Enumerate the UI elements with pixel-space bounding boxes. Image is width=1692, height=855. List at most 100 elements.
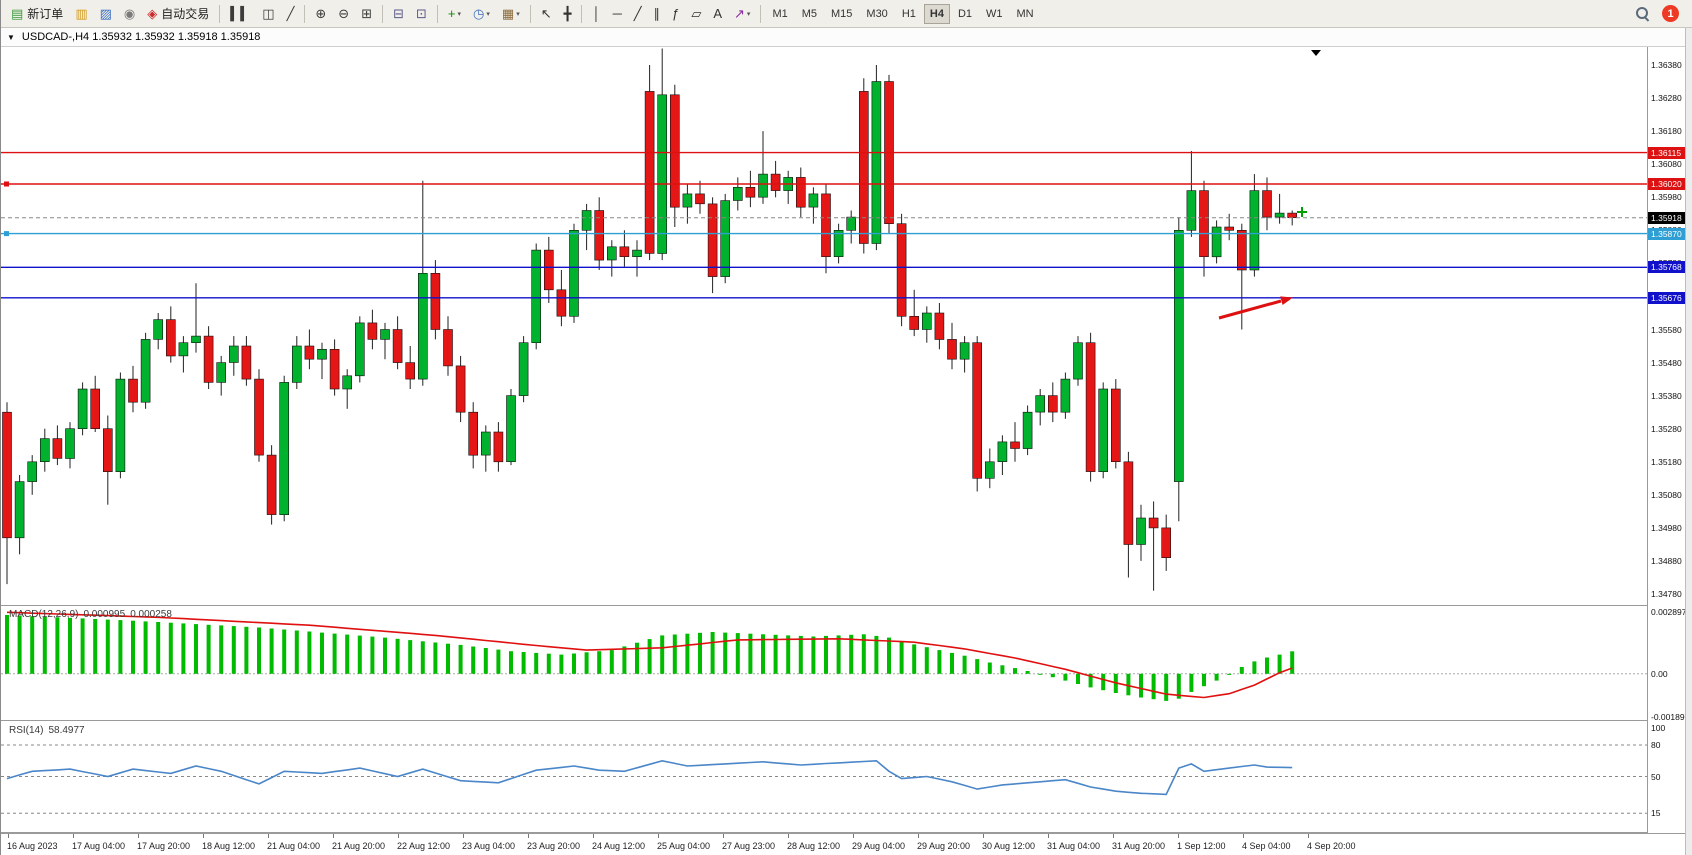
rsi-axis-label: 100 <box>1651 723 1666 733</box>
search-icon[interactable] <box>1635 6 1650 21</box>
arrows-tool-button[interactable]: ↗ ▾ <box>729 3 755 25</box>
timeframe-d1-button[interactable]: D1 <box>957 7 972 20</box>
cursor-button[interactable]: ↖ <box>536 3 557 25</box>
candle-up <box>417 273 428 380</box>
zoom-out-button[interactable]: ⊖ <box>333 3 354 25</box>
date-tick <box>593 834 594 838</box>
candle-up <box>632 249 642 258</box>
line-chart-icon: ╱ <box>286 6 295 21</box>
candle-down <box>795 177 806 208</box>
candle-up <box>720 200 731 277</box>
date-label: 23 Aug 20:00 <box>527 841 581 851</box>
vertical-line-button[interactable]: │ <box>587 3 605 25</box>
data-window-button[interactable]: ◉ <box>119 3 140 25</box>
date-label: 27 Aug 23:00 <box>722 841 776 851</box>
candle-down <box>329 348 340 390</box>
main-chart-canvas[interactable] <box>1 47 1647 605</box>
toolbar-separator <box>436 4 438 23</box>
panel-splitter[interactable] <box>1 832 1685 833</box>
timeframe-mn-button[interactable]: MN <box>1016 7 1034 20</box>
macd-value-main: 0.000995 <box>83 609 126 620</box>
date-tick <box>1048 834 1049 838</box>
y-axis-label: 1.35480 <box>1651 357 1682 368</box>
candle-up <box>1211 226 1222 258</box>
timeframe-w1-button[interactable]: W1 <box>986 7 1003 20</box>
shift-chart-button[interactable]: ⊡ <box>411 3 432 25</box>
line-chart-button[interactable]: ╱ <box>282 3 300 25</box>
chart-shift-marker[interactable] <box>1311 50 1321 56</box>
candle-down <box>367 322 378 340</box>
rsi-panel[interactable] <box>1 722 1647 832</box>
macd-panel[interactable] <box>1 606 1647 719</box>
timeframe-m15-button[interactable]: M15 <box>831 7 853 20</box>
new-order-icon: ▤ <box>11 6 24 21</box>
hline-resistance-lower[interactable] <box>1 181 1647 187</box>
candle-down <box>1085 342 1096 472</box>
chart-title-bar: ▼ USDCAD-,H4 1.35932 1.35932 1.35918 1.3… <box>1 28 1685 47</box>
arrange-windows-button[interactable]: ⊟ <box>388 3 409 25</box>
crosshair-button[interactable]: ╋ <box>559 3 577 25</box>
panel-splitter[interactable] <box>1 720 1685 721</box>
macd-histogram <box>5 615 1295 701</box>
date-label: 21 Aug 04:00 <box>267 841 321 851</box>
zoom-in-icon: ⊕ <box>315 6 327 21</box>
toolbar-separator <box>581 4 583 23</box>
date-label: 18 Aug 12:00 <box>202 841 256 851</box>
timeframe-h1-button[interactable]: H1 <box>901 7 916 20</box>
trendline-button[interactable]: ╱ <box>629 3 647 25</box>
candle-up <box>682 193 693 208</box>
price-tag-resistance-lower: 1.36020 <box>1648 178 1686 190</box>
candle-up <box>581 210 592 231</box>
indicators-add-button[interactable]: + ▾ <box>443 3 466 25</box>
date-tick <box>463 834 464 838</box>
chart-dropdown-button[interactable]: ▥ <box>70 3 92 25</box>
candle-down <box>972 342 983 479</box>
templates-button[interactable]: ▦ ▾ <box>497 3 525 25</box>
date-label: 31 Aug 20:00 <box>1112 841 1166 851</box>
horizontal-line-button[interactable]: ─ <box>608 3 627 25</box>
candle-up <box>531 249 542 344</box>
text-label-icon: A <box>713 6 723 21</box>
equidistant-channel-button[interactable]: ∥ <box>649 3 666 25</box>
candlestick-chart-icon: ◫ <box>262 6 275 21</box>
y-axis-label: 1.34780 <box>1651 589 1682 599</box>
date-tick <box>918 834 919 838</box>
new-order-button[interactable]: ▤ 新订单 <box>6 3 68 25</box>
tile-windows-button[interactable]: ⊞ <box>356 3 377 25</box>
y-axis-label: 1.35080 <box>1651 489 1682 500</box>
right-scrollbar[interactable] <box>1685 28 1692 855</box>
timeframe-m5-button[interactable]: M5 <box>801 7 817 20</box>
shapes-button[interactable]: ▱ <box>686 3 706 25</box>
candle-down <box>392 329 403 363</box>
hline-mid-support[interactable] <box>1 231 1647 237</box>
candle-up <box>997 441 1008 462</box>
text-label-button[interactable]: A <box>708 3 727 25</box>
bars-chart-button[interactable]: ▍▍ <box>225 3 255 25</box>
candle-up <box>846 216 857 231</box>
panel-splitter[interactable] <box>1 605 1685 606</box>
price-tag-support-upper: 1.35768 <box>1648 261 1686 274</box>
profiles-icon: ▨ <box>99 6 112 21</box>
shift-chart-icon: ⊡ <box>416 6 427 21</box>
toolbar-separator <box>760 4 762 23</box>
price-tag-resistance-upper: 1.36115 <box>1648 146 1686 159</box>
horizontal-line-icon: ─ <box>612 6 622 21</box>
chart-expand-icon[interactable]: ▼ <box>7 32 15 42</box>
autotrading-button[interactable]: ◈ 自动交易 <box>142 3 214 25</box>
timeframe-m1-button[interactable]: M1 <box>772 7 788 20</box>
price-tag-support-lower: 1.35676 <box>1648 291 1686 304</box>
candle-down <box>556 289 567 317</box>
main-chart-panel[interactable] <box>1 47 1647 605</box>
timeframe-h4-button[interactable]: H4 <box>923 3 950 24</box>
arrow-object[interactable] <box>1218 296 1293 320</box>
candle-down <box>166 319 176 357</box>
notification-badge[interactable]: 1 <box>1662 5 1679 22</box>
zoom-in-button[interactable]: ⊕ <box>310 3 331 25</box>
timeframe-m30-button[interactable]: M30 <box>866 7 888 20</box>
candle-down <box>644 91 655 254</box>
profiles-button[interactable]: ▨ <box>95 3 117 25</box>
candlestick-chart-button[interactable]: ◫ <box>257 3 279 25</box>
periods-button[interactable]: ◷ ▾ <box>468 3 495 25</box>
fibonacci-button[interactable]: ƒ <box>667 3 684 25</box>
templates-icon: ▦ <box>501 6 515 21</box>
